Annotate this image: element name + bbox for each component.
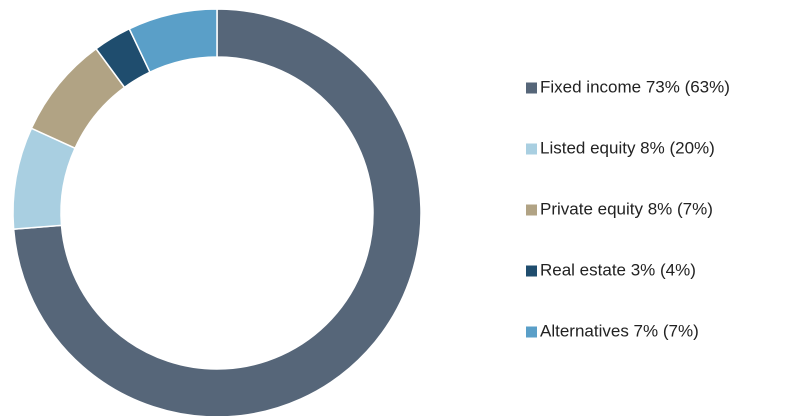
donut-slice: [12, 8, 422, 416]
legend-swatch: [526, 326, 537, 338]
legend-swatch: [526, 204, 537, 216]
legend-label: Fixed income 73% (63%): [540, 77, 730, 96]
legend-label: Alternatives 7% (7%): [540, 321, 699, 340]
donut-slice: [128, 8, 218, 74]
legend-swatch: [526, 143, 537, 155]
legend-label: Listed equity 8% (20%): [540, 138, 715, 157]
legend-swatch: [526, 82, 537, 94]
legend-swatch: [526, 265, 537, 277]
legend-label: Real estate 3% (4%): [540, 260, 696, 279]
legend-label: Private equity 8% (7%): [540, 199, 713, 218]
